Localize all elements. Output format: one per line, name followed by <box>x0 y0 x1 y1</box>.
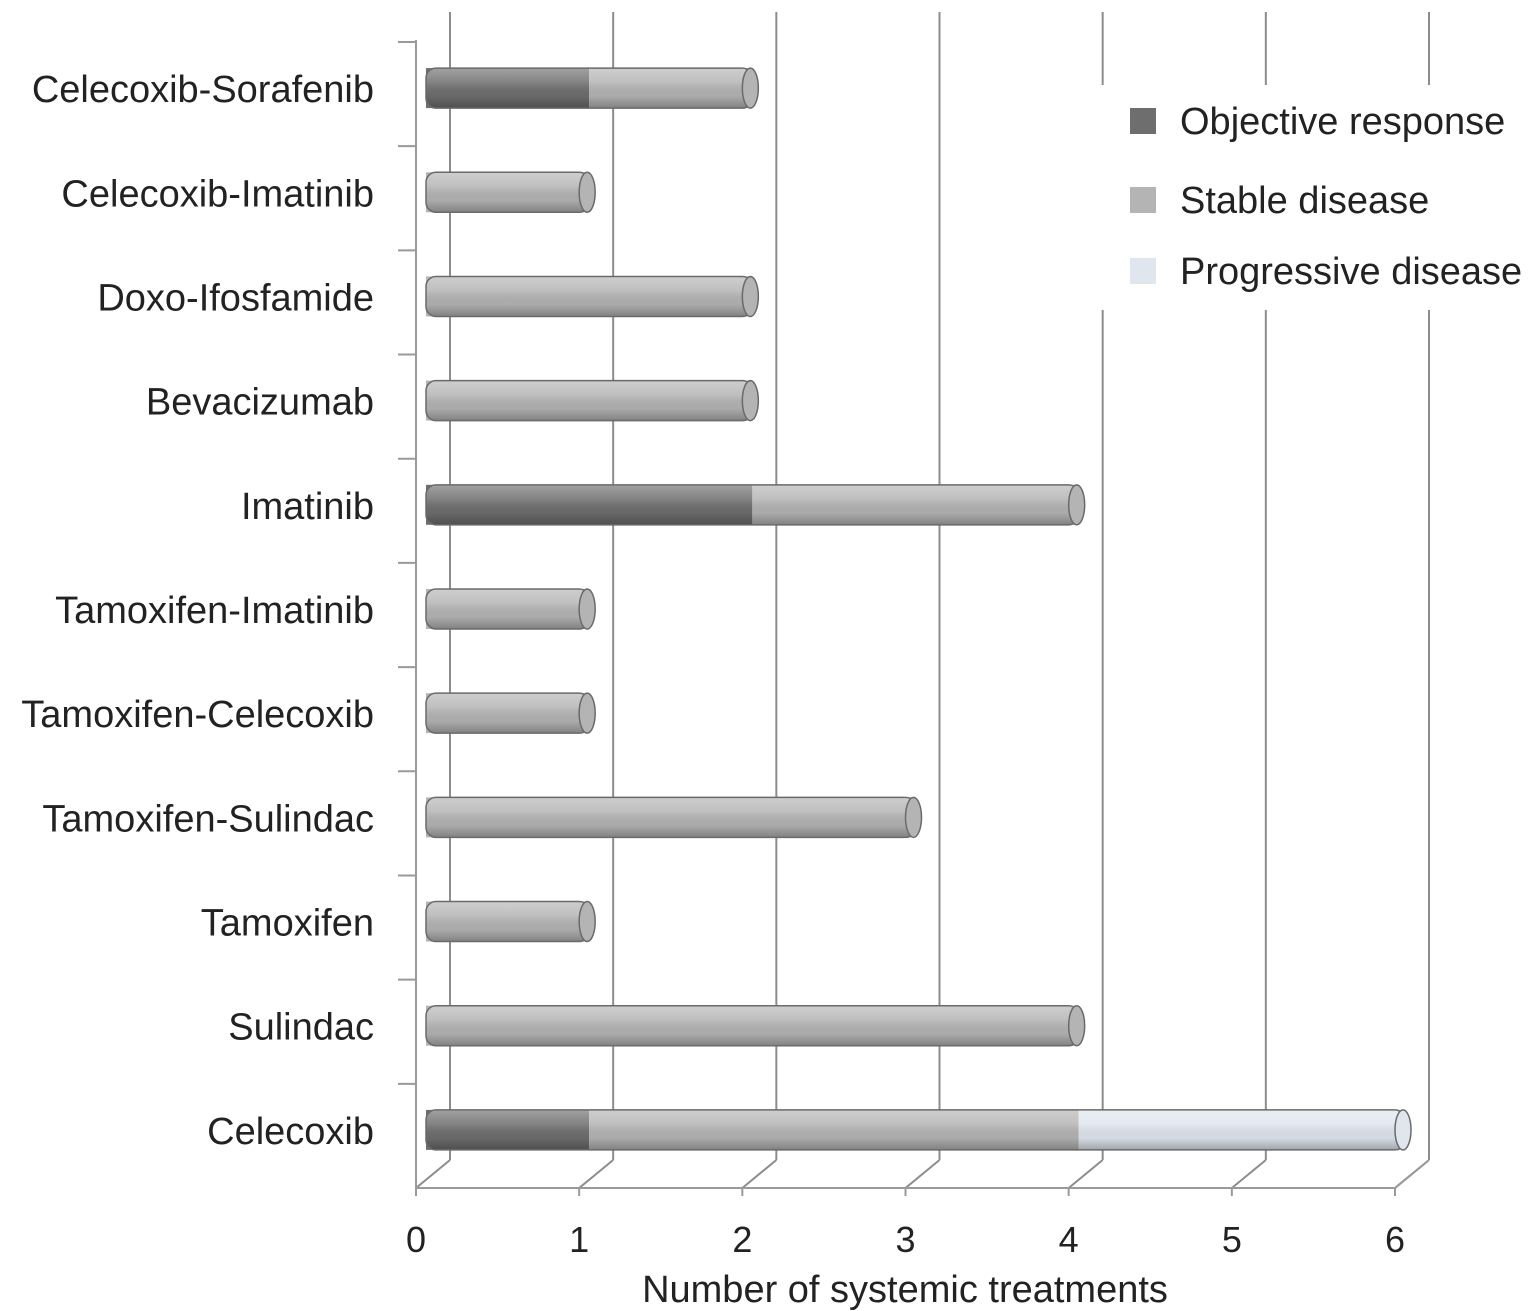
bar-shading <box>426 589 590 629</box>
bar-shading <box>426 797 916 838</box>
x-tick-label: 1 <box>569 1219 589 1260</box>
x-tick-label: 5 <box>1222 1219 1242 1260</box>
axes <box>398 40 1430 1196</box>
floor-edge <box>1394 1159 1430 1189</box>
legend-swatch <box>1130 187 1156 213</box>
floor-line <box>741 1159 777 1189</box>
category-label: Tamoxifen-Sulindac <box>42 798 374 840</box>
legend-swatch <box>1130 108 1156 134</box>
bar-shading <box>426 276 753 317</box>
bar-cap <box>578 588 596 630</box>
x-tick-label: 0 <box>406 1219 426 1260</box>
category-label: Tamoxifen-Imatinib <box>55 590 374 632</box>
bar-shading <box>426 172 590 213</box>
floor-line <box>904 1159 941 1189</box>
category-label: Celecoxib-Sorafenib <box>32 69 374 111</box>
category-label: Celecoxib <box>207 1111 374 1153</box>
category-label: Celecoxib-Imatinib <box>61 173 374 215</box>
legend: Objective response Stable disease Progress… <box>1100 85 1536 310</box>
bar-shading <box>426 693 590 734</box>
category-label: Sulindac <box>228 1007 374 1049</box>
bar-shading <box>426 484 1079 525</box>
legend-background <box>1100 85 1536 310</box>
bar-cap <box>904 796 923 839</box>
legend-label: Progressive disease <box>1180 251 1522 293</box>
x-axis-title: Number of systemic treatments <box>642 1269 1168 1311</box>
bar-cap <box>578 900 596 943</box>
category-label: Doxo-Ifosfamide <box>97 277 374 319</box>
bar-shading <box>426 380 753 421</box>
x-tick-label: 3 <box>895 1219 915 1260</box>
legend-swatch <box>1130 258 1156 284</box>
bar-cap <box>741 275 760 318</box>
bar-cap <box>1394 1109 1412 1151</box>
bar-cap <box>578 692 596 734</box>
bar-shading <box>426 1005 1079 1046</box>
bar-cap <box>741 67 760 109</box>
category-label: Bevacizumab <box>146 382 374 424</box>
legend-label: Stable disease <box>1180 180 1429 222</box>
bar-cap <box>741 379 760 422</box>
category-label: Tamoxifen <box>201 903 374 945</box>
category-labels: Celecoxib-Sorafenib Celecoxib-Imatinib Dox… <box>21 69 374 1153</box>
x-tick-label: 2 <box>732 1219 752 1260</box>
bar-shading <box>426 901 590 942</box>
floor-line <box>1231 1159 1267 1189</box>
legend-label: Objective response <box>1180 101 1505 143</box>
bar-cap <box>1067 1004 1086 1047</box>
x-tick-label: 4 <box>1059 1219 1079 1260</box>
x-tick-label: 6 <box>1385 1219 1405 1260</box>
category-label: Imatinib <box>241 486 374 528</box>
bar-cap <box>1067 484 1086 526</box>
bar-shading <box>426 68 753 109</box>
floor-line <box>415 1159 451 1189</box>
bar-cap <box>578 171 596 214</box>
bar-shading <box>426 1109 1405 1150</box>
category-label: Tamoxifen-Celecoxib <box>21 694 374 736</box>
floor-line <box>1068 1159 1104 1189</box>
x-tick-labels: 0 1 2 3 4 5 6 <box>406 1219 1405 1260</box>
floor-line <box>578 1159 614 1189</box>
bars <box>425 67 1412 1151</box>
